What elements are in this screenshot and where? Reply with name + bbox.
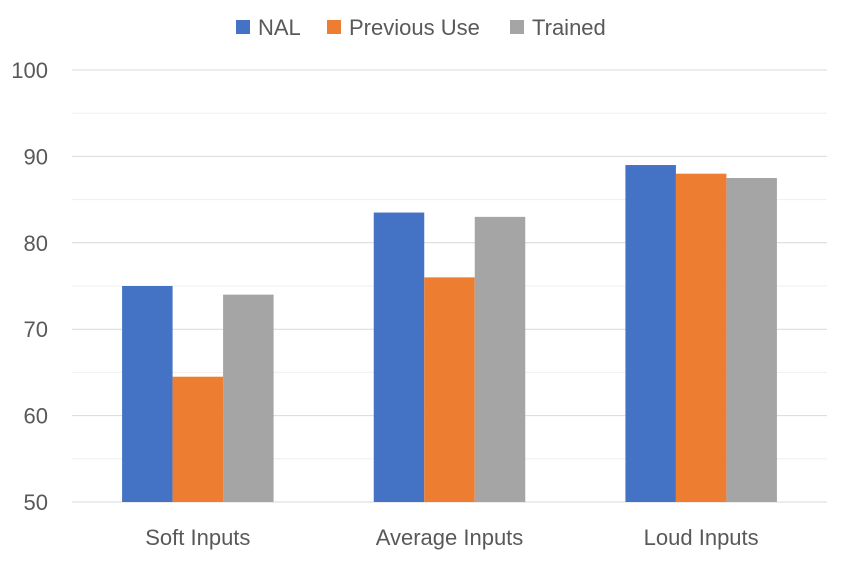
y-tick-label: 60	[24, 404, 48, 429]
y-tick-label: 100	[11, 58, 48, 83]
legend-item: Previous Use	[327, 15, 480, 40]
bar-trained-soft-inputs	[223, 294, 274, 502]
legend-swatch	[510, 20, 524, 34]
y-axis-ticks: 50 60 70 80 90 100	[11, 58, 48, 515]
bar-trained-loud-inputs	[726, 178, 777, 502]
legend: NAL Previous Use Trained	[236, 15, 606, 40]
legend-label: NAL	[258, 15, 301, 40]
x-tick-label: Average Inputs	[376, 525, 524, 550]
legend-item: NAL	[236, 15, 301, 40]
x-tick-label: Loud Inputs	[644, 525, 759, 550]
bar-nal-soft-inputs	[122, 286, 173, 502]
y-tick-label: 70	[24, 317, 48, 342]
legend-swatch	[327, 20, 341, 34]
bars	[122, 165, 777, 503]
x-tick-label: Soft Inputs	[145, 525, 250, 550]
bar-previous-use-loud-inputs	[675, 173, 727, 502]
legend-label: Previous Use	[349, 15, 480, 40]
bar-previous-use-average-inputs	[424, 277, 475, 502]
legend-item: Trained	[510, 15, 606, 40]
bar-previous-use-soft-inputs	[172, 376, 224, 502]
bar-nal-average-inputs	[373, 212, 425, 502]
y-tick-label: 50	[24, 490, 48, 515]
bar-nal-loud-inputs	[625, 165, 676, 503]
x-axis-ticks: Soft Inputs Average Inputs Loud Inputs	[145, 525, 758, 550]
legend-label: Trained	[532, 15, 606, 40]
bar-trained-average-inputs	[474, 216, 526, 502]
y-tick-label: 80	[24, 231, 48, 256]
y-tick-label: 90	[24, 144, 48, 169]
legend-swatch	[236, 20, 250, 34]
